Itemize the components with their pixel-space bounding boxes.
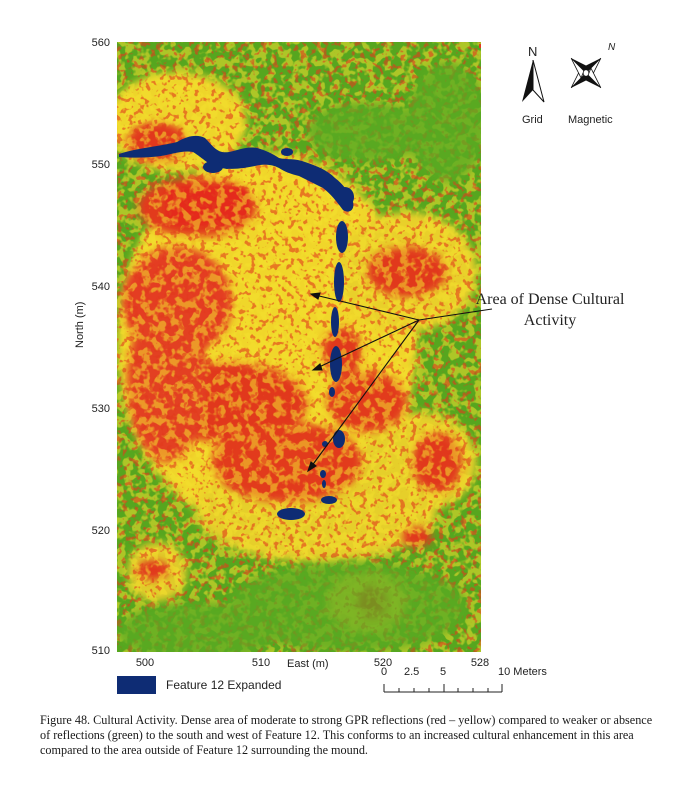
y-tick-520: 520 bbox=[91, 525, 110, 537]
y-tick-560: 560 bbox=[91, 37, 110, 49]
x-tick-500: 500 bbox=[135, 657, 155, 669]
grid-north-letter: N bbox=[528, 44, 538, 59]
gpr-amplitude-map bbox=[117, 42, 481, 652]
x-tick-528: 528 bbox=[470, 657, 490, 669]
legend-swatch bbox=[117, 676, 156, 694]
weak-reflection-zones bbox=[117, 62, 481, 652]
annotation-arrows bbox=[306, 292, 420, 473]
magnetic-north-letter: N bbox=[608, 42, 616, 53]
y-tick-510: 510 bbox=[91, 645, 110, 657]
scale-bar bbox=[383, 684, 503, 693]
magnetic-label: Magnetic bbox=[568, 114, 613, 126]
scale-tick-5: 5 bbox=[440, 666, 447, 678]
y-tick-530: 530 bbox=[91, 403, 110, 415]
grid-label: Grid bbox=[522, 114, 543, 126]
gpr-map-svg bbox=[117, 42, 481, 652]
legend-label: Feature 12 Expanded bbox=[166, 678, 282, 692]
y-tick-540: 540 bbox=[91, 281, 110, 293]
scale-tick-10-meters: 10 Meters bbox=[498, 666, 547, 678]
x-tick-510: 510 bbox=[251, 657, 271, 669]
y-axis-title: North (m) bbox=[74, 301, 86, 348]
x-axis-title: East (m) bbox=[287, 658, 329, 670]
y-tick-550: 550 bbox=[91, 159, 110, 171]
feature-12 bbox=[119, 135, 354, 520]
scale-tick-0: 0 bbox=[381, 666, 388, 678]
scale-tick-2-5: 2.5 bbox=[404, 666, 420, 678]
magnetic-north-arrow-icon bbox=[570, 57, 602, 89]
grid-north-arrow-icon bbox=[522, 60, 545, 103]
dense-activity-annotation: Area of Dense Cultural Activity bbox=[475, 291, 625, 329]
x-tick-520: 520 bbox=[373, 657, 393, 669]
figure-caption: Figure 48. Cultural Activity. Dense area… bbox=[40, 713, 653, 757]
